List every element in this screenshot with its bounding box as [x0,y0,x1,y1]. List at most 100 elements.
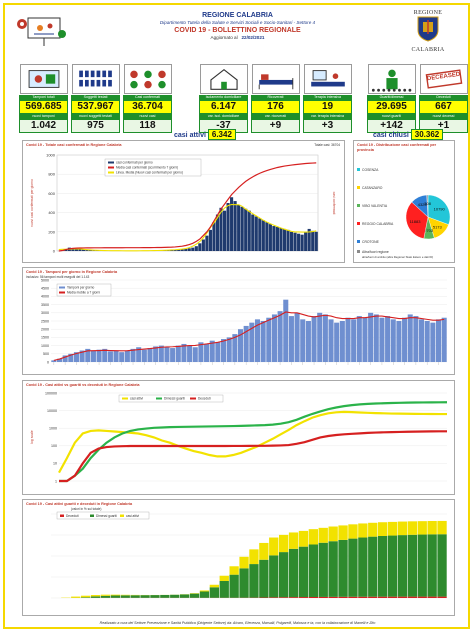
daily-tests-bar [351,319,357,362]
active-bar [209,584,219,588]
deceased-bar [368,596,378,598]
recovered-bar [318,542,328,597]
legend-swatch [108,171,114,174]
active-bar [100,594,111,596]
cases-chart-panel: Covid 19 - Totale casi confermati in Reg… [22,140,345,263]
legend-label: Media casi confermati (scorrimento 7 gio… [116,166,178,170]
stat-sub-label: var. ricoverati [251,114,300,119]
legend-swatch [90,514,94,517]
active-bar [239,556,249,569]
daily-cases-bar [244,208,248,251]
daily-tests-bar [339,321,345,362]
recovered-bar [219,580,229,598]
stat-label: Terapia intensiva [303,95,352,100]
trend-legend: casi attivi Dimessi guariti Deceduti [118,394,224,403]
y-tick-label: 1 [55,479,57,483]
daily-tests-bar [254,319,261,362]
daily-cases-bar [304,231,308,251]
daily-tests-bar [266,317,272,362]
y-tick-label: 10 [53,462,57,466]
daily-tests-bar [322,314,328,362]
recovered-bar [407,534,417,597]
daily-tests-bar [62,355,68,362]
active-cases-value: 6.342 [207,129,236,140]
deceased-bar [378,596,388,598]
daily-tests-bar [226,337,232,362]
tests-chart-title: Covid 19 - Tamponi per giorno in Regione… [26,270,118,274]
intensive-care-icon [304,64,352,94]
logo-region-text: REGIONE [413,10,443,16]
active-bar [348,524,358,539]
recovered-bar [288,548,299,598]
daily-cases-bar [85,249,89,251]
y-tick-label: 200 [48,229,55,234]
daily-tests-bar [56,358,63,362]
y-tick-label: 4500 [41,287,49,291]
recovered-bar [259,559,269,598]
deceased-bar [358,596,368,598]
y-tick-label: 800 [48,172,55,177]
pie-slice-label: 11883 [410,219,422,224]
daily-cases-bar [286,229,290,251]
stat-sub-label: nuovi guariti [367,114,416,119]
daily-tests-bar [221,339,227,362]
recovered-bar [328,541,338,597]
daily-tests-bar [198,342,204,362]
legend-box [56,511,150,520]
daily-tests-bar [85,348,91,362]
province-chart-title: Covid 19 - Distribuzione casi confermati… [357,143,437,152]
daily-tests-bar [119,352,125,362]
daily-tests-bar [147,348,153,362]
daily-tests-bar [311,316,317,362]
legend-swatch [108,166,114,169]
deceased-bar [397,596,408,598]
legend-label: Linea. Media (Nuovi casi confermati per … [116,171,183,175]
y-tick-label: 1000 [49,427,57,431]
bulletin-title: COVID 19 - BOLLETTINO REGIONALE [174,27,301,34]
daily-tests-bar [305,321,311,362]
legend-label: Altra/fuori regione [362,250,389,254]
legend-box [118,394,224,403]
stat-card: Guariti/dimessi 29.695 nuovi guariti +142 [367,95,416,133]
stat-label: Ricoverati [251,95,300,100]
stat-sub-value: 1.042 [19,119,68,133]
recovered-bar [308,544,318,597]
daily-cases-bar [307,228,311,251]
page-frame [3,3,470,629]
legend-swatch [357,222,360,225]
stat-value: 6.147 [199,100,248,114]
daily-cases-bar [194,246,198,251]
stat-card: Deceduti 667 nuovi decessi +1 [419,95,468,133]
daily-cases-bar [314,231,318,251]
legend-swatch [357,240,360,243]
recovered-bar [437,534,447,597]
cumulative-cases-line [58,162,317,252]
daily-tests-bar [283,299,289,362]
legend-swatch [357,250,360,253]
legend-label: Deceduti [198,397,211,401]
recovered-bar [120,595,130,598]
stat-card: Isolamento domiciliare 6.147 var. isol. do… [199,95,248,133]
trend-chart: 100000 10000 1000 100 10 1 log scale casi attiv… [30,391,448,483]
daily-tests-bar [79,350,85,362]
legend-box [56,283,112,297]
cumulative-chart-title: Covid 19 - Casi attivi guariti e decedut… [26,502,133,506]
series-line [59,401,448,483]
active-cases-summary: casi attivi 6.342 [174,129,236,140]
recovered-bar [239,568,249,598]
recovered-bar [368,536,378,597]
y-tick-label: 100 [51,444,57,448]
legend-swatch [156,397,162,400]
daily-cases-bar [198,243,202,251]
daily-cases-bar [173,249,177,251]
daily-cases-bar [258,218,262,251]
legend-swatch [108,161,114,164]
daily-cases-bar [71,248,75,251]
daily-cases-bar [268,224,272,251]
stat-value: 19 [303,100,352,114]
daily-tests-bar [113,350,119,362]
deceased-bar [279,597,289,598]
daily-tests-bar [441,317,447,362]
footer-credits: Realizzato a cura del Settore Prevenzion… [99,621,376,625]
active-bar [269,537,279,556]
